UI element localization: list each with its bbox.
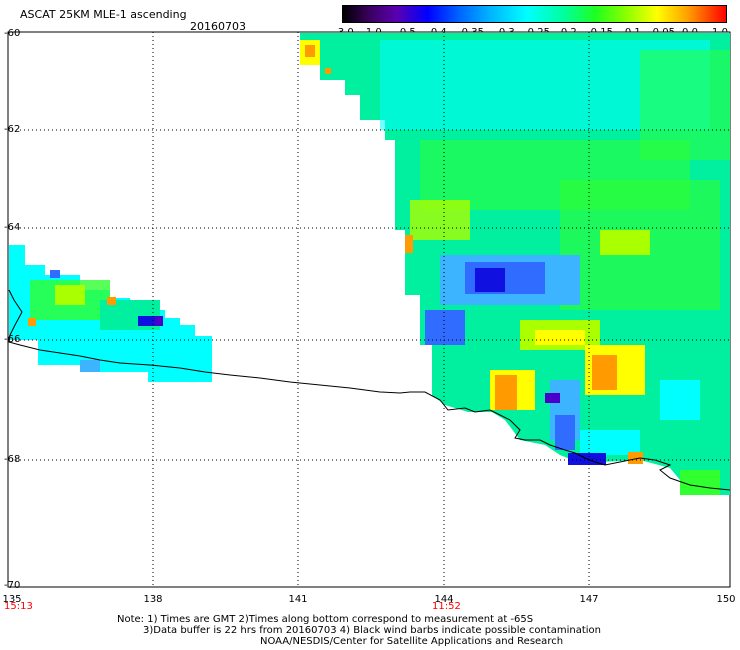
footnote-line: Note: 1) Times are GMT 2)Times along bot… xyxy=(117,614,534,625)
map-title: ASCAT 25KM MLE-1 ascending xyxy=(20,8,187,21)
lat-label: -64 xyxy=(4,222,21,233)
lon-label: 150 xyxy=(716,594,736,605)
lat-label: -66 xyxy=(4,334,21,345)
time-label: 11:52 xyxy=(432,601,461,612)
data-swath-left xyxy=(9,245,212,382)
lon-label: 138 xyxy=(143,594,163,605)
lat-label: -70 xyxy=(4,580,21,591)
data-swath-main xyxy=(300,33,730,495)
footnote-line: 3)Data buffer is 22 hrs from 20160703 4)… xyxy=(143,625,601,636)
footnote-line: NOAA/NESDIS/Center for Satellite Applica… xyxy=(260,636,564,647)
lat-label: -68 xyxy=(4,454,21,465)
lon-label: 141 xyxy=(288,594,308,605)
lon-label: 135 xyxy=(2,594,22,605)
lat-label: -60 xyxy=(4,28,21,39)
color-scale-bar xyxy=(342,5,727,23)
time-label: 15:13 xyxy=(4,601,33,612)
grid-lines xyxy=(8,32,730,587)
lat-label: -62 xyxy=(4,124,21,135)
map-date: 20160703 xyxy=(190,20,246,33)
lon-label: 144 xyxy=(434,594,454,605)
lon-label: 147 xyxy=(579,594,599,605)
